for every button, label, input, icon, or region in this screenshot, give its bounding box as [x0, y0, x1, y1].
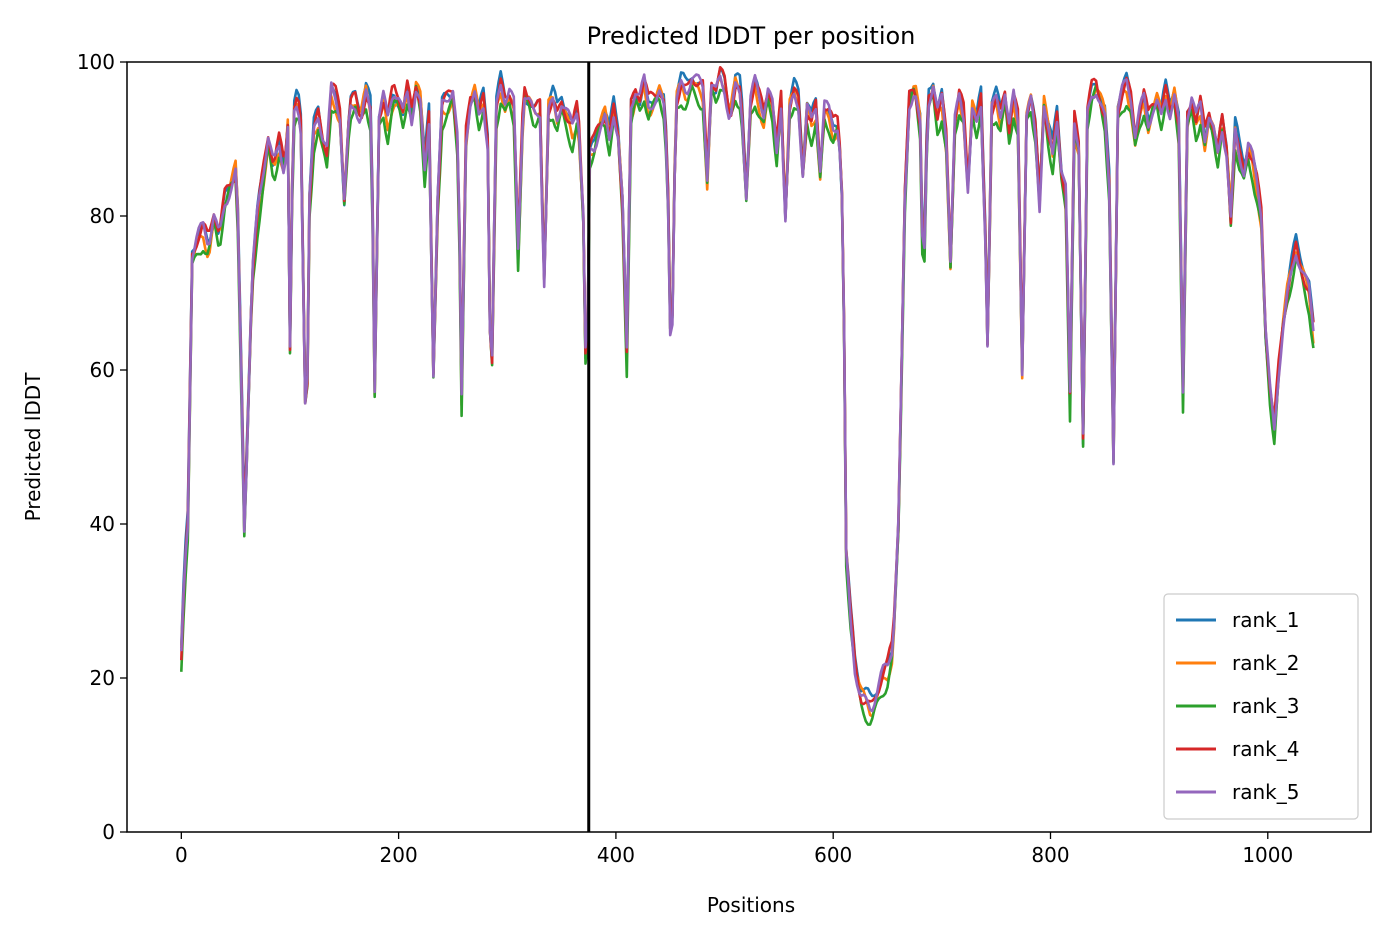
y-tick-label: 40 — [90, 512, 115, 536]
y-axis-title: Predicted lDDT — [21, 372, 45, 522]
legend-label-rank_1: rank_1 — [1232, 608, 1299, 632]
chart-title: Predicted lDDT per position — [587, 22, 916, 50]
legend-frame — [1163, 593, 1359, 820]
y-tick-label: 0 — [102, 820, 115, 844]
y-axis-ticks: 0 20 40 60 80 100 — [77, 50, 127, 844]
legend-label-rank_3: rank_3 — [1232, 694, 1299, 718]
legend-label-rank_5: rank_5 — [1232, 780, 1299, 804]
x-tick-label: 400 — [597, 843, 635, 867]
legend-label-rank_4: rank_4 — [1232, 737, 1299, 761]
legend-label-rank_2: rank_2 — [1232, 651, 1299, 675]
y-tick-label: 100 — [77, 50, 115, 74]
x-tick-label: 800 — [1031, 843, 1069, 867]
y-tick-label: 80 — [90, 204, 115, 228]
x-tick-label: 0 — [175, 843, 188, 867]
y-tick-label: 60 — [90, 358, 115, 382]
x-tick-label: 200 — [380, 843, 418, 867]
x-axis-ticks: 0 200 400 600 800 1000 — [175, 832, 1293, 867]
legend: rank_1 rank_2 rank_3 rank_4 rank_5 — [1163, 593, 1359, 820]
x-tick-label: 600 — [814, 843, 852, 867]
series-layer — [180, 66, 1315, 726]
x-tick-label: 1000 — [1242, 843, 1293, 867]
series-line-rank_5 — [180, 73, 1315, 713]
x-axis-title: Positions — [707, 893, 795, 917]
plot-area-frame — [126, 61, 1372, 833]
legend-items: rank_1 rank_2 rank_3 rank_4 rank_5 — [1176, 608, 1299, 804]
y-tick-label: 20 — [90, 666, 115, 690]
